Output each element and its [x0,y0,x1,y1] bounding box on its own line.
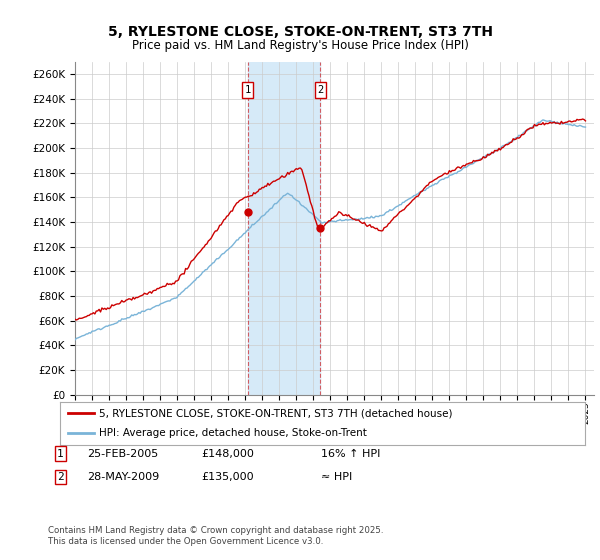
Text: 5, RYLESTONE CLOSE, STOKE-ON-TRENT, ST3 7TH: 5, RYLESTONE CLOSE, STOKE-ON-TRENT, ST3 … [107,25,493,39]
Bar [248,62,320,395]
Text: 5, RYLESTONE CLOSE, STOKE-ON-TRENT, ST3 7TH (detached house): 5, RYLESTONE CLOSE, STOKE-ON-TRENT, ST3 … [100,408,453,418]
Text: £135,000: £135,000 [201,472,254,482]
Text: ≈ HPI: ≈ HPI [321,472,352,482]
Text: 2: 2 [317,85,323,95]
Text: 1: 1 [57,449,64,459]
Text: 2: 2 [57,472,64,482]
Text: Contains HM Land Registry data © Crown copyright and database right 2025.
This d: Contains HM Land Registry data © Crown c… [48,526,383,546]
Text: £148,000: £148,000 [201,449,254,459]
Text: HPI: Average price, detached house, Stoke-on-Trent: HPI: Average price, detached house, Stok… [100,428,367,438]
Text: 25-FEB-2005: 25-FEB-2005 [87,449,158,459]
Text: 28-MAY-2009: 28-MAY-2009 [87,472,159,482]
Text: 16% ↑ HPI: 16% ↑ HPI [321,449,380,459]
Text: 1: 1 [245,85,251,95]
Text: Price paid vs. HM Land Registry's House Price Index (HPI): Price paid vs. HM Land Registry's House … [131,39,469,52]
